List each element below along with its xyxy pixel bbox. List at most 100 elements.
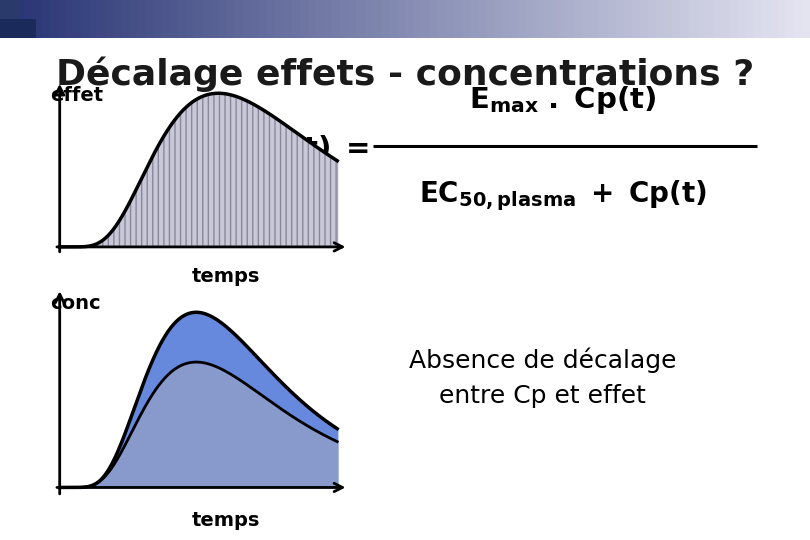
Bar — [446, 0, 454, 38]
Bar — [389, 0, 398, 38]
Bar — [745, 0, 754, 38]
Bar — [24, 0, 33, 38]
Bar — [470, 0, 479, 38]
Bar — [632, 0, 641, 38]
Text: temps: temps — [192, 267, 260, 286]
Bar — [761, 0, 770, 38]
Bar — [8, 0, 17, 38]
Text: $\mathbf{E_{max}\ .\ Cp(t)}$: $\mathbf{E_{max}\ .\ Cp(t)}$ — [469, 84, 657, 116]
Bar — [697, 0, 706, 38]
Text: effet: effet — [49, 85, 103, 105]
Bar — [308, 0, 317, 38]
Bar — [510, 0, 519, 38]
Bar — [105, 0, 114, 38]
Bar — [397, 0, 406, 38]
Text: conc: conc — [49, 294, 100, 313]
Bar — [373, 0, 382, 38]
Bar — [284, 0, 292, 38]
Bar — [680, 0, 689, 38]
Bar — [567, 0, 576, 38]
Bar — [162, 0, 171, 38]
Bar — [543, 0, 552, 38]
Bar — [599, 0, 608, 38]
Bar — [348, 0, 357, 38]
Bar — [551, 0, 560, 38]
Bar — [502, 0, 511, 38]
Bar — [57, 0, 66, 38]
Bar — [300, 0, 309, 38]
Bar — [130, 0, 139, 38]
Text: $\mathbf{E(t) \ = }$: $\mathbf{E(t) \ = }$ — [270, 134, 369, 163]
Bar — [421, 0, 430, 38]
Bar — [591, 0, 600, 38]
Bar — [16, 0, 25, 38]
Bar — [0, 0, 20, 19]
Bar — [713, 0, 722, 38]
Bar — [778, 0, 787, 38]
Bar — [802, 0, 810, 38]
Bar — [178, 0, 187, 38]
Text: $\mathbf{EC_{50,plasma}\ +\ Cp(t)}$: $\mathbf{EC_{50,plasma}\ +\ Cp(t)}$ — [419, 178, 707, 213]
Bar — [202, 0, 211, 38]
Bar — [381, 0, 390, 38]
Bar — [364, 0, 373, 38]
Bar — [251, 0, 260, 38]
Bar — [437, 0, 446, 38]
Bar — [559, 0, 568, 38]
Bar — [73, 0, 82, 38]
Bar — [608, 0, 616, 38]
Bar — [770, 0, 778, 38]
Bar — [227, 0, 236, 38]
Bar — [721, 0, 730, 38]
Bar — [648, 0, 657, 38]
Bar — [688, 0, 697, 38]
Bar — [737, 0, 746, 38]
Bar — [32, 0, 41, 38]
Bar — [81, 0, 90, 38]
Bar — [186, 0, 195, 38]
Bar — [154, 0, 163, 38]
Bar — [65, 0, 74, 38]
Bar — [243, 0, 252, 38]
Bar — [454, 0, 463, 38]
Bar — [753, 0, 762, 38]
Bar — [292, 0, 301, 38]
Bar — [478, 0, 487, 38]
Bar — [275, 0, 284, 38]
Bar — [356, 0, 365, 38]
Bar — [138, 0, 147, 38]
Bar — [0, 19, 36, 38]
Bar — [616, 0, 625, 38]
Bar — [794, 0, 803, 38]
Bar — [324, 0, 333, 38]
Bar — [0, 0, 9, 38]
Bar — [219, 0, 228, 38]
Bar — [170, 0, 179, 38]
Bar — [40, 0, 49, 38]
Bar — [664, 0, 673, 38]
Bar — [526, 0, 535, 38]
Bar — [429, 0, 438, 38]
Bar — [211, 0, 220, 38]
Bar — [672, 0, 681, 38]
Text: Décalage effets - concentrations ?: Décalage effets - concentrations ? — [56, 57, 754, 92]
Bar — [656, 0, 665, 38]
Bar — [486, 0, 495, 38]
Bar — [583, 0, 592, 38]
Text: temps: temps — [192, 511, 260, 530]
Bar — [316, 0, 325, 38]
Bar — [122, 0, 130, 38]
Bar — [462, 0, 471, 38]
Bar — [340, 0, 349, 38]
Bar — [267, 0, 276, 38]
Bar — [235, 0, 244, 38]
Bar — [518, 0, 527, 38]
Bar — [729, 0, 738, 38]
Bar — [259, 0, 268, 38]
Bar — [405, 0, 414, 38]
Bar — [624, 0, 633, 38]
Bar — [97, 0, 106, 38]
Bar — [413, 0, 422, 38]
Bar — [705, 0, 714, 38]
Bar — [146, 0, 155, 38]
